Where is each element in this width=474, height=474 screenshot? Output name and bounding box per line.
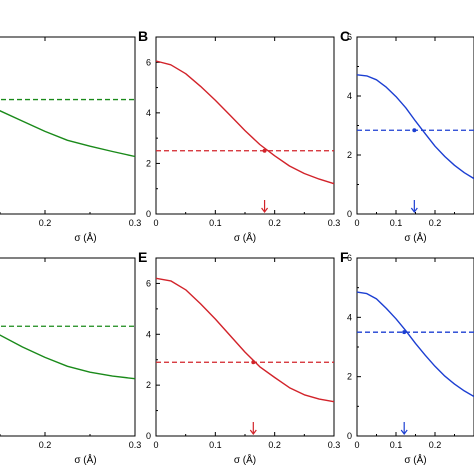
x-tick-label: 0.1 <box>209 440 222 450</box>
x-axis-title: σ (Å) <box>404 231 426 244</box>
intersection-marker <box>402 330 407 335</box>
plot-frame <box>0 257 136 437</box>
x-tick-label: 0.1 <box>390 218 403 228</box>
plot-frame <box>155 36 335 215</box>
arrow-head <box>261 207 269 213</box>
y-tick-label: 2 <box>347 372 352 382</box>
y-tick-label: 0 <box>347 431 352 441</box>
arrow-head <box>249 429 257 435</box>
x-tick-label: 0.3 <box>328 218 341 228</box>
plot-frame <box>356 257 474 437</box>
series-curve <box>0 110 136 158</box>
series-curve <box>155 60 335 185</box>
panel-letter: E <box>138 249 147 265</box>
panel-e: 0 0.1 0.2 0.3 0 2 4 6 σ (Å) E <box>138 249 340 466</box>
series-curve <box>356 291 474 398</box>
panel-c: 0 0.1 0.2 0 2 4 6 σ (Å) C <box>340 28 474 244</box>
x-tick-label: 0.2 <box>429 218 442 228</box>
x-tick-label: 0.1 <box>209 218 222 228</box>
y-tick-label: 2 <box>146 380 151 390</box>
x-tick-label: 0.2 <box>39 440 52 450</box>
arrow-head <box>400 429 408 435</box>
y-tick-label: 6 <box>347 32 352 42</box>
series-curve <box>356 74 474 180</box>
intersection-marker <box>412 128 417 133</box>
y-tick-label: 4 <box>146 329 151 339</box>
panel-letter: B <box>138 28 148 44</box>
panel-d: 0.10.20.3σ (Å) <box>0 257 142 466</box>
x-tick-label: 0.2 <box>268 440 281 450</box>
panel-a: 0.10.20.3σ (Å) <box>0 36 142 244</box>
y-tick-label: 4 <box>347 312 352 322</box>
panel-letter: C <box>340 28 350 44</box>
series-curve <box>0 334 136 380</box>
x-tick-label: 0.1 <box>390 440 403 450</box>
y-tick-label: 4 <box>347 91 352 101</box>
x-axis-title: σ (Å) <box>74 231 96 244</box>
y-tick-label: 0 <box>347 209 352 219</box>
x-tick-label: 0.2 <box>429 440 442 450</box>
arrow-head <box>410 207 418 213</box>
y-tick-label: 4 <box>146 108 151 118</box>
x-tick-label: 0.2 <box>39 218 52 228</box>
y-tick-label: 6 <box>347 253 352 263</box>
x-axis-title: σ (Å) <box>234 231 256 244</box>
plot-frame <box>0 36 136 215</box>
x-axis-title: σ (Å) <box>234 453 256 466</box>
series-curve <box>155 277 335 403</box>
plot-frame <box>356 36 474 215</box>
x-tick-label: 0.3 <box>328 440 341 450</box>
x-tick-label: 0.3 <box>129 440 142 450</box>
x-tick-label: 0.3 <box>129 218 142 228</box>
x-tick-label: 0 <box>153 440 158 450</box>
x-axis-title: σ (Å) <box>404 453 426 466</box>
panel-b: 0 0.1 0.2 0.3 0 2 4 6 σ (Å) B <box>138 28 340 244</box>
x-tick-label: 0.2 <box>268 218 281 228</box>
panel-letter: F <box>340 249 349 265</box>
y-tick-label: 2 <box>146 158 151 168</box>
intersection-marker <box>251 360 256 365</box>
x-tick-label: 0 <box>354 440 359 450</box>
x-axis-title: σ (Å) <box>74 453 96 466</box>
plot-frame <box>155 257 335 437</box>
x-tick-label: 0 <box>153 218 158 228</box>
y-tick-label: 6 <box>146 57 151 67</box>
panel-f: 0 0.1 0.2 0 2 4 6 σ (Å) F <box>340 249 474 466</box>
y-tick-label: 0 <box>146 431 151 441</box>
x-tick-label: 0 <box>354 218 359 228</box>
intersection-marker <box>262 148 267 153</box>
y-tick-label: 0 <box>146 209 151 219</box>
y-tick-label: 6 <box>146 278 151 288</box>
y-tick-label: 2 <box>347 150 352 160</box>
